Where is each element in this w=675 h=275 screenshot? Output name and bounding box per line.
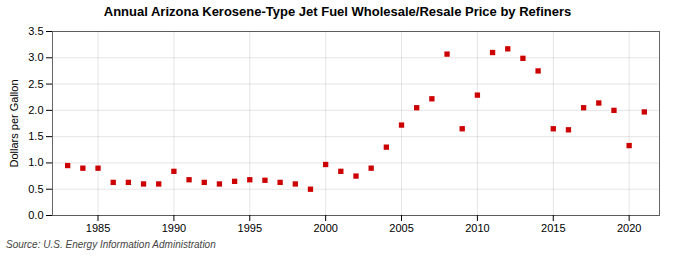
- html-text:Source: U.S. Energy Informatio: Source: U.S. Energy Information Administ…: [6, 239, 216, 250]
- svg-text:3.5: 3.5: [28, 25, 43, 37]
- svg-text:2000: 2000: [313, 222, 337, 234]
- svg-text:1995: 1995: [238, 222, 262, 234]
- svg-text:1985: 1985: [86, 222, 110, 234]
- svg-text:2.0: 2.0: [28, 104, 43, 116]
- svg-text:2020: 2020: [617, 222, 641, 234]
- svg-text:0.5: 0.5: [28, 183, 43, 195]
- svg-text:2005: 2005: [389, 222, 413, 234]
- svg-text:3.0: 3.0: [28, 51, 43, 63]
- svg-text:2015: 2015: [541, 222, 565, 234]
- svg-text:Dollars per Gallon: Dollars per Gallon: [8, 79, 20, 167]
- svg-text:1.5: 1.5: [28, 130, 43, 142]
- svg-text:2.5: 2.5: [28, 78, 43, 90]
- svg-text:1990: 1990: [162, 222, 186, 234]
- svg-text:2010: 2010: [465, 222, 489, 234]
- svg-text:1.0: 1.0: [28, 156, 43, 168]
- svg-text:0.0: 0.0: [28, 209, 43, 221]
- html-text:Annual Arizona Kerosene-Type J: Annual Arizona Kerosene-Type Jet Fuel Wh…: [103, 4, 572, 19]
